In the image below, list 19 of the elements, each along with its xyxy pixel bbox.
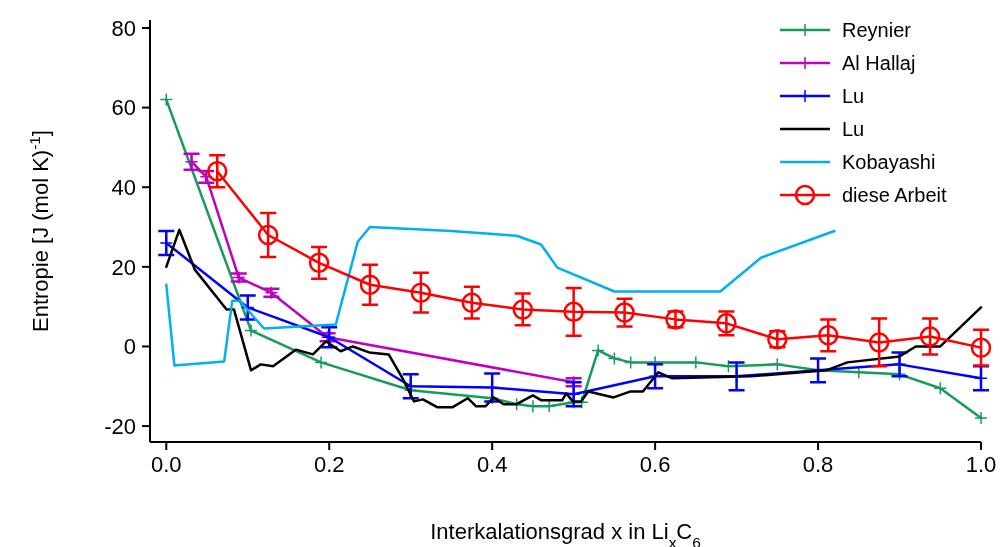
x-tick-label: 0.4	[476, 452, 508, 477]
x-axis-title: Interkalationsgrad x in Li$_{x}$C$_{6}$	[430, 519, 701, 547]
legend-label: Lu	[842, 85, 865, 107]
x-tick-label: 0.8	[802, 452, 834, 477]
y-tick-label: 60	[111, 95, 136, 121]
x-tick-label: 0.0	[151, 452, 182, 477]
y-tick-label: 80	[111, 15, 136, 41]
y-tick-label: -20	[104, 413, 136, 439]
x-tick-label: 0.2	[313, 452, 345, 477]
legend-label: Al Hallaj	[842, 52, 916, 74]
y-tick-label: 20	[111, 254, 136, 280]
legend-label: diese Arbeit	[842, 184, 947, 206]
y-tick-label: 40	[111, 174, 136, 200]
legend-label: Reynier	[842, 19, 912, 41]
x-tick-label: 0.6	[639, 452, 671, 477]
y-tick-label: 0	[123, 334, 136, 360]
legend-label: Lu	[842, 118, 865, 140]
x-tick-label: 1.0	[965, 452, 997, 477]
legend-label: Kobayashi	[842, 151, 936, 173]
